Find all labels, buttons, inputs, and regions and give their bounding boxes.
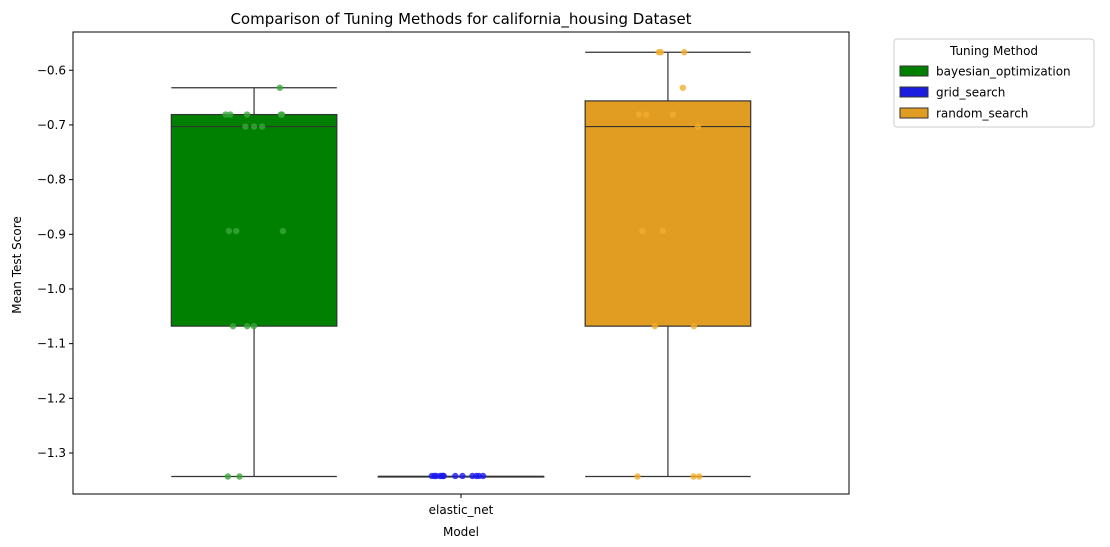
data-point xyxy=(250,123,258,130)
data-point xyxy=(679,84,687,91)
data-point xyxy=(276,84,284,91)
data-point xyxy=(242,123,249,130)
chart-title: Comparison of Tuning Methods for califor… xyxy=(230,10,691,29)
data-point xyxy=(436,472,444,480)
data-point xyxy=(452,472,459,480)
legend-label-grid_search: grid_search xyxy=(936,86,1005,100)
y-tick-label: −0.6 xyxy=(37,63,66,77)
box-bayesian_optimization xyxy=(170,84,338,480)
legend: Tuning Method bayesian_optimization grid_… xyxy=(893,38,1095,128)
data-point xyxy=(690,322,698,330)
data-point xyxy=(635,111,643,118)
data-point xyxy=(229,322,237,330)
data-point xyxy=(236,473,243,480)
data-point xyxy=(224,473,232,480)
legend-label-random_search: random_search xyxy=(936,107,1028,121)
data-point xyxy=(634,473,641,480)
data-point xyxy=(669,111,676,118)
y-tick-label: −1.2 xyxy=(37,391,66,405)
data-point xyxy=(431,472,438,480)
data-point xyxy=(659,227,667,235)
data-point xyxy=(222,111,229,118)
plot-area: −0.6 −0.7 −0.8 −0.9 −1.0 −1.1 −1.2 −1.3 elastic_… xyxy=(37,49,752,517)
plot-frame xyxy=(72,31,850,495)
y-tick-label: −1.1 xyxy=(37,337,66,351)
legend-swatch-random_search xyxy=(899,107,929,119)
data-point xyxy=(651,322,659,330)
data-point xyxy=(279,227,287,235)
data-point xyxy=(469,472,476,480)
data-point xyxy=(694,123,702,130)
data-point xyxy=(226,111,234,118)
y-tick-label: −0.8 xyxy=(37,173,66,187)
y-tick-label: −1.0 xyxy=(37,282,66,296)
y-tick-label: −0.9 xyxy=(37,227,66,241)
data-point xyxy=(225,227,233,235)
data-point xyxy=(657,49,665,56)
legend-frame xyxy=(893,38,1095,128)
box-random_search xyxy=(584,49,752,480)
box-body xyxy=(584,100,752,327)
y-axis-label: Mean Test Score xyxy=(10,216,24,314)
legend-swatch-bayesian_optimization xyxy=(899,65,929,77)
y-tick-label: −0.7 xyxy=(37,118,66,132)
data-point xyxy=(639,227,646,235)
legend-title: Tuning Method xyxy=(949,44,1038,58)
data-point xyxy=(258,123,266,130)
data-point xyxy=(696,473,703,480)
legend-label-bayesian_optimization: bayesian_optimization xyxy=(936,65,1071,79)
data-point xyxy=(233,227,240,235)
data-point xyxy=(277,111,285,118)
y-tick-label: −1.3 xyxy=(37,446,66,460)
x-tick-label: elastic_net xyxy=(429,503,494,517)
box-body xyxy=(170,113,338,327)
data-point xyxy=(243,322,251,330)
data-point xyxy=(250,322,258,330)
data-point xyxy=(642,111,650,118)
box-grid_search xyxy=(377,472,545,480)
x-axis-label: Model xyxy=(443,525,479,539)
data-point xyxy=(475,472,483,480)
data-point xyxy=(459,472,466,480)
data-point xyxy=(690,473,697,480)
data-point xyxy=(681,49,688,56)
legend-swatch-grid_search xyxy=(899,86,929,98)
data-point xyxy=(243,111,251,118)
